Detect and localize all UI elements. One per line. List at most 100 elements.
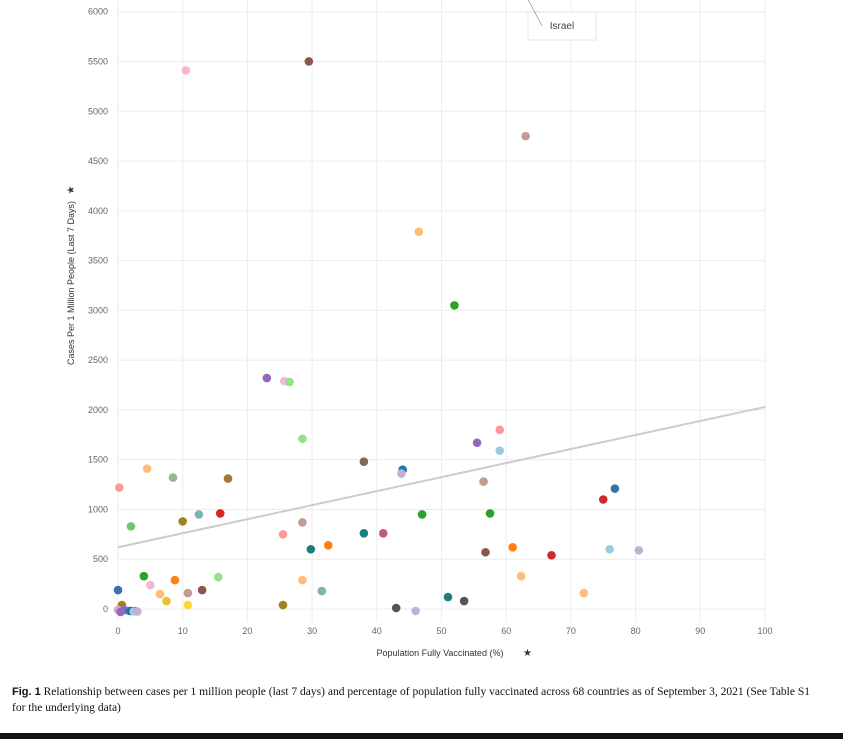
grid-layer: [117, 0, 766, 622]
y-tick-label-5: 2500: [88, 355, 108, 365]
caption-text: Relationship between cases per 1 million…: [12, 686, 810, 714]
x-tick-label-2: 20: [242, 626, 252, 636]
x-tick-label-10: 100: [757, 626, 772, 636]
trendline: [117, 405, 766, 549]
data-point-49[interactable]: [183, 588, 193, 598]
data-point-34[interactable]: [508, 542, 517, 552]
data-points: [113, 57, 644, 617]
data-point-54[interactable]: [162, 596, 171, 606]
data-point-9[interactable]: [298, 434, 307, 444]
data-point-37[interactable]: [605, 544, 615, 554]
data-point-12[interactable]: [495, 446, 505, 456]
y-axis-title: Cases Per 1 Million People (Last 7 Days): [66, 201, 76, 365]
tick-labels: 0 10 20 30 40 50 60 70 80 90 100050010001500200025…: [88, 7, 773, 636]
data-point-16[interactable]: [479, 477, 488, 486]
y-tick-label-7: 3500: [88, 256, 108, 266]
data-point-40[interactable]: [139, 571, 149, 581]
data-point-24[interactable]: [194, 510, 204, 519]
data-point-59[interactable]: [411, 606, 420, 616]
data-point-15[interactable]: [397, 469, 406, 478]
data-point-28[interactable]: [298, 518, 307, 527]
data-point-10[interactable]: [495, 425, 505, 435]
data-point-42[interactable]: [298, 575, 307, 585]
data-point-58[interactable]: [391, 603, 401, 613]
data-point-67[interactable]: [116, 607, 125, 617]
y-tick-label-3: 1500: [88, 455, 108, 465]
data-point-27[interactable]: [178, 517, 187, 526]
x-tick-label-4: 40: [372, 626, 382, 636]
x-axis-pin-icon[interactable]: ★: [523, 648, 532, 659]
scatter-chart: 0 10 20 30 40 50 60 70 80 90 100050010001500200025…: [66, 0, 773, 659]
data-point-33[interactable]: [323, 540, 333, 550]
data-point-18[interactable]: [168, 473, 178, 482]
y-tick-label-10: 5000: [88, 106, 108, 116]
y-tick-label-1: 500: [93, 554, 108, 564]
data-point-2[interactable]: [181, 66, 191, 75]
annotation-layer: Israel: [527, 0, 597, 41]
data-point-39[interactable]: [547, 550, 556, 560]
data-point-46[interactable]: [197, 585, 207, 595]
x-tick-label-9: 90: [695, 626, 705, 636]
figure-caption: Fig. 1 Relationship between cases per 1 …: [12, 684, 824, 716]
data-point-6[interactable]: [262, 373, 272, 383]
data-point-13[interactable]: [359, 457, 369, 466]
x-tick-label-7: 70: [566, 626, 576, 636]
y-tick-label-8: 4000: [88, 206, 108, 216]
caption-label: Fig. 1: [12, 686, 41, 698]
data-point-44[interactable]: [516, 571, 526, 581]
data-point-17[interactable]: [142, 464, 152, 473]
x-tick-label-3: 30: [307, 626, 317, 636]
y-tick-label-4: 2000: [88, 405, 108, 415]
data-point-11[interactable]: [472, 438, 482, 448]
y-tick-label-12: 6000: [88, 7, 108, 17]
data-point-51[interactable]: [579, 588, 589, 598]
annotation-label: Israel: [550, 21, 574, 32]
data-point-20[interactable]: [114, 483, 124, 492]
x-tick-label-1: 10: [178, 626, 188, 636]
y-tick-label-0: 0: [103, 604, 108, 614]
data-point-32[interactable]: [278, 530, 288, 539]
data-point-50[interactable]: [155, 589, 165, 599]
y-tick-label-2: 1000: [88, 504, 108, 514]
data-point-53[interactable]: [459, 596, 469, 606]
data-point-19[interactable]: [223, 474, 233, 483]
y-tick-label-6: 3000: [88, 305, 108, 315]
data-point-36[interactable]: [481, 547, 490, 557]
bottom-rule: [0, 733, 843, 739]
data-point-38[interactable]: [634, 545, 644, 555]
data-point-30[interactable]: [359, 529, 369, 538]
data-point-52[interactable]: [443, 592, 453, 602]
data-point-4[interactable]: [414, 227, 424, 237]
y-tick-label-9: 4500: [88, 156, 108, 166]
data-point-26[interactable]: [485, 509, 495, 518]
data-point-1[interactable]: [304, 57, 314, 66]
data-point-23[interactable]: [215, 509, 225, 518]
y-tick-label-11: 5500: [88, 56, 108, 66]
data-point-43[interactable]: [170, 575, 180, 585]
data-point-41[interactable]: [213, 572, 223, 582]
data-point-31[interactable]: [378, 529, 388, 538]
data-point-45[interactable]: [146, 580, 155, 590]
data-point-22[interactable]: [598, 495, 608, 504]
data-point-48[interactable]: [317, 586, 327, 596]
annotation-leader-line: [527, 0, 543, 27]
data-point-29[interactable]: [126, 522, 136, 531]
data-point-55[interactable]: [183, 600, 193, 610]
data-point-25[interactable]: [417, 510, 427, 519]
data-point-66[interactable]: [133, 607, 142, 616]
x-tick-label-5: 50: [436, 626, 446, 636]
y-axis-pin-icon[interactable]: ★: [66, 185, 77, 194]
data-point-35[interactable]: [306, 544, 316, 554]
data-point-21[interactable]: [610, 484, 620, 493]
data-point-8[interactable]: [285, 377, 294, 387]
data-point-47[interactable]: [113, 585, 123, 595]
x-tick-label-0: 0: [115, 626, 120, 636]
data-point-3[interactable]: [521, 131, 530, 141]
data-point-56[interactable]: [278, 600, 288, 610]
x-tick-label-8: 80: [631, 626, 641, 636]
data-point-5[interactable]: [450, 301, 459, 310]
tooltip-box: [527, 11, 597, 41]
trendline-layer: [117, 405, 766, 549]
x-axis-title: Population Fully Vaccinated (%): [377, 648, 504, 658]
